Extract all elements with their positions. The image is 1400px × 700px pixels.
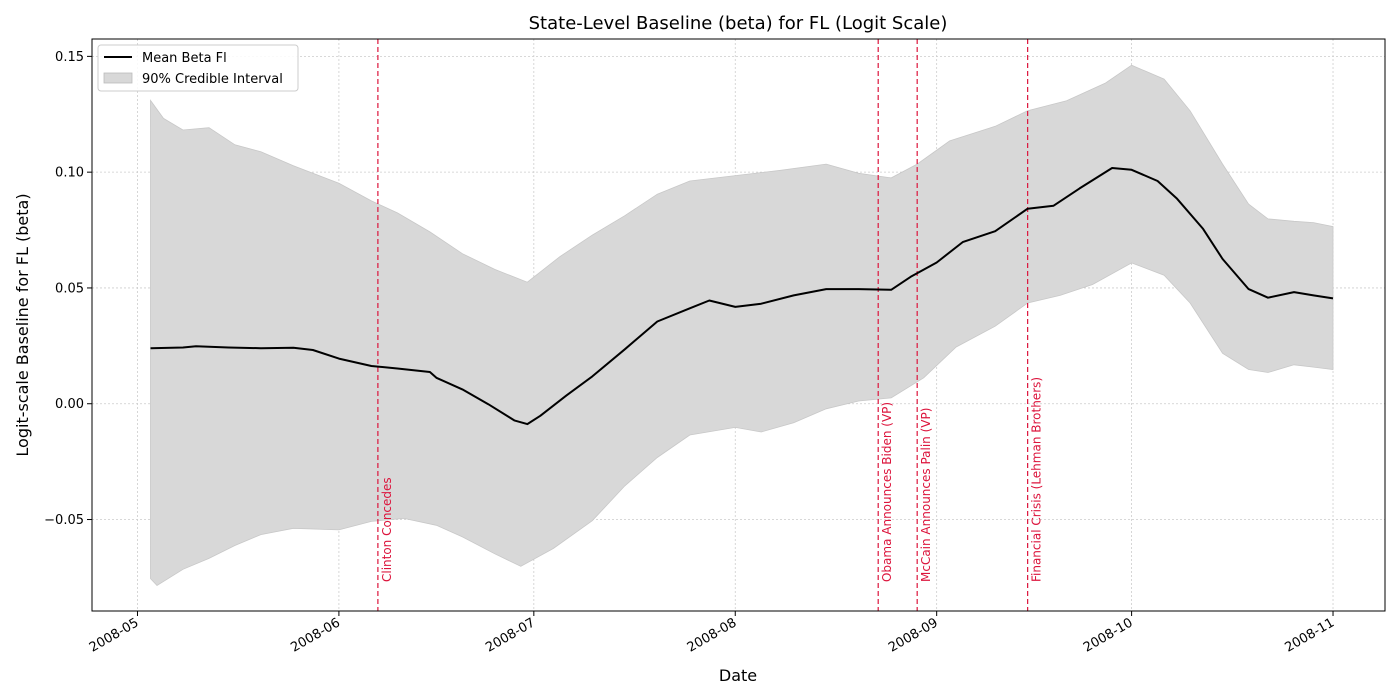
credible-interval-layer — [150, 64, 1334, 587]
event-label: McCain Announces Palin (VP) — [919, 408, 933, 582]
x-axis-label: Date — [719, 666, 757, 685]
mean-line-layer — [150, 167, 1334, 426]
y-axis-label: Logit-scale Baseline for FL (beta) — [13, 193, 32, 456]
credible-interval-band — [150, 64, 1334, 587]
legend-band-label: 90% Credible Interval — [142, 72, 283, 87]
plot-frame — [91, 38, 1386, 612]
legend: Mean Beta Fl 90% Credible Interval — [97, 44, 299, 92]
event-label: Financial Crisis (Lehman Brothers) — [1030, 377, 1044, 582]
legend-box — [97, 44, 299, 92]
y-axis: −0.05 0.00 0.05 0.10 0.15 — [44, 50, 92, 528]
event-label: Clinton Concedes — [380, 477, 394, 582]
y-tick-label: 0.05 — [55, 281, 84, 296]
chart-title: State-Level Baseline (beta) for FL (Logi… — [529, 13, 948, 34]
y-tick-label: −0.05 — [44, 513, 84, 528]
legend-mean-label: Mean Beta Fl — [142, 51, 227, 66]
y-tick-label: 0.10 — [55, 166, 84, 181]
mean-beta-line — [150, 167, 1334, 426]
y-tick-label: 0.00 — [55, 397, 84, 412]
event-lines: Clinton Concedes Obama Announces Biden (V… — [377, 39, 1044, 611]
event-label: Obama Announces Biden (VP) — [880, 402, 894, 582]
y-tick-label: 0.15 — [55, 50, 84, 65]
legend-band-swatch — [103, 72, 133, 84]
